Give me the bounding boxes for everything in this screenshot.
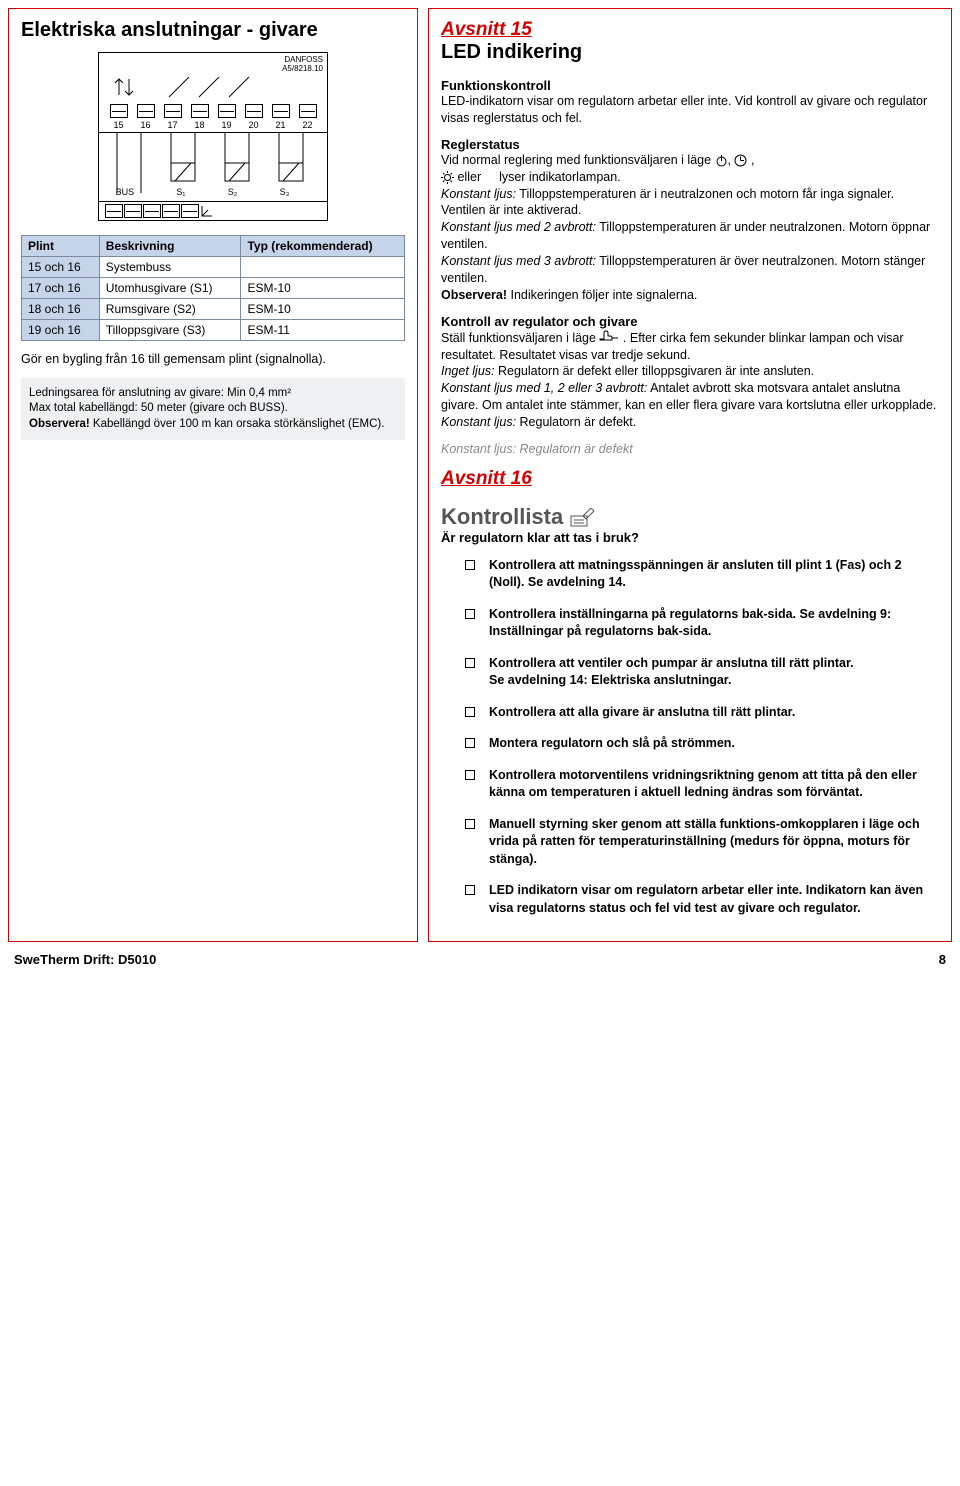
checkbox-icon xyxy=(465,885,475,895)
terminal-table: Plint Beskrivning Typ (rekommenderad) 15… xyxy=(21,235,405,341)
bottom-terminals xyxy=(99,202,327,220)
hand-icon xyxy=(599,329,619,347)
check-item: Kontrollera att matningsspänningen är an… xyxy=(441,557,939,592)
arrows-icon xyxy=(99,73,327,99)
diagram-label: DANFOSS A5/8218.10 xyxy=(99,53,327,73)
checkbox-icon xyxy=(465,770,475,780)
checkbox-icon xyxy=(465,819,475,829)
checkbox-icon xyxy=(465,609,475,619)
check-item: LED indikatorn visar om regulatorn arbet… xyxy=(441,882,939,917)
page-footer: SweTherm Drift: D5010 8 xyxy=(8,942,952,969)
wiring-diagram: DANFOSS A5/8218.10 1516 1718 1920 2122 xyxy=(98,52,328,221)
reglerstatus-body: Vid normal reglering med funktionsväljar… xyxy=(441,152,939,304)
clock-icon xyxy=(734,154,747,167)
section-15-sub: LED indikering xyxy=(441,41,939,64)
check-item: Kontrollera att alla givare är anslutna … xyxy=(441,704,939,722)
check-item: Kontrollera att ventiler och pumpar är a… xyxy=(441,655,939,690)
footer-page: 8 xyxy=(939,952,946,967)
checkbox-icon xyxy=(465,707,475,717)
pencil-note-icon xyxy=(569,508,595,528)
check-item: Kontrollera motorventilens vridningsrikt… xyxy=(441,767,939,802)
moon-icon xyxy=(485,171,496,184)
check-item: Montera regulatorn och slå på strömmen. xyxy=(441,735,939,753)
power-icon xyxy=(715,154,728,167)
th-plint: Plint xyxy=(22,236,100,257)
kontroll-head: Kontroll av regulator och givare xyxy=(441,314,939,329)
klar-question: Är regulatorn klar att tas i bruk? xyxy=(441,530,939,545)
checkbox-icon xyxy=(465,738,475,748)
sun-icon xyxy=(441,171,454,184)
reglerstatus-head: Reglerstatus xyxy=(441,137,939,152)
footer-left: SweTherm Drift: D5010 xyxy=(14,952,156,967)
terminal-numbers: 1516 1718 1920 2122 xyxy=(99,120,327,132)
left-column: Elektriska anslutningar - givare DANFOSS… xyxy=(8,8,418,942)
funktionskontroll-body: LED-indikatorn visar om regulatorn arbet… xyxy=(441,93,939,127)
th-beskr: Beskrivning xyxy=(99,236,241,257)
section-16-head: Avsnitt 16 xyxy=(441,468,939,490)
bygling-note: Gör en bygling från 16 till gemensam pli… xyxy=(21,351,405,368)
check-item: Kontrollera inställningarna på regulator… xyxy=(441,606,939,641)
right-column: Avsnitt 15 LED indikering Funktionskontr… xyxy=(428,8,952,942)
checkbox-icon xyxy=(465,658,475,668)
kontroll-body: Ställ funktionsväljaren i läge . Efter c… xyxy=(441,329,939,431)
left-title: Elektriska anslutningar - givare xyxy=(21,19,405,42)
checkbox-icon xyxy=(465,560,475,570)
section-15-head: Avsnitt 15 xyxy=(441,19,939,41)
gray-repeat: Konstant ljus: Regulatorn är defekt xyxy=(441,441,939,458)
cable-note: Ledningsarea för anslutning av givare: M… xyxy=(21,378,405,441)
th-typ: Typ (rekommenderad) xyxy=(241,236,405,257)
terminal-row-top xyxy=(99,102,327,120)
kontrollista-title: Kontrollista xyxy=(441,504,939,530)
check-item: Manuell styrning sker genom att ställa f… xyxy=(441,816,939,869)
funktionskontroll-head: Funktionskontroll xyxy=(441,78,939,93)
checklist: Kontrollera att matningsspänningen är an… xyxy=(441,557,939,918)
